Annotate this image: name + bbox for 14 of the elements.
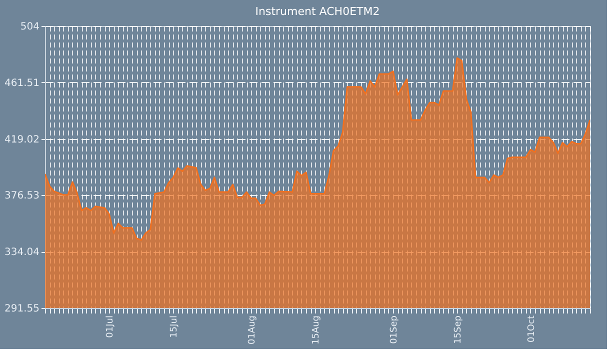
y-tick-label: 291.55 [4,304,40,314]
x-tick-label: 01Sep [390,315,400,344]
x-tick-label: 01Jul [106,316,116,338]
y-tick-label: 419.02 [4,134,40,146]
y-tick-label: 461.51 [4,78,40,89]
x-tick-label: 01Aug [248,316,258,345]
y-tick-label: 504 [20,22,40,32]
x-tick-label: 15Aug [312,316,322,345]
y-tick-label: 376.53 [4,190,40,202]
x-tick-label: 15Jul [170,316,180,338]
x-tick-label: 01Oct [526,315,537,343]
x-tick-label: 15Sep [454,315,464,344]
chart-title: Instrument ACH0ETM2 [255,5,380,18]
y-tick-label: 334.04 [4,247,40,258]
